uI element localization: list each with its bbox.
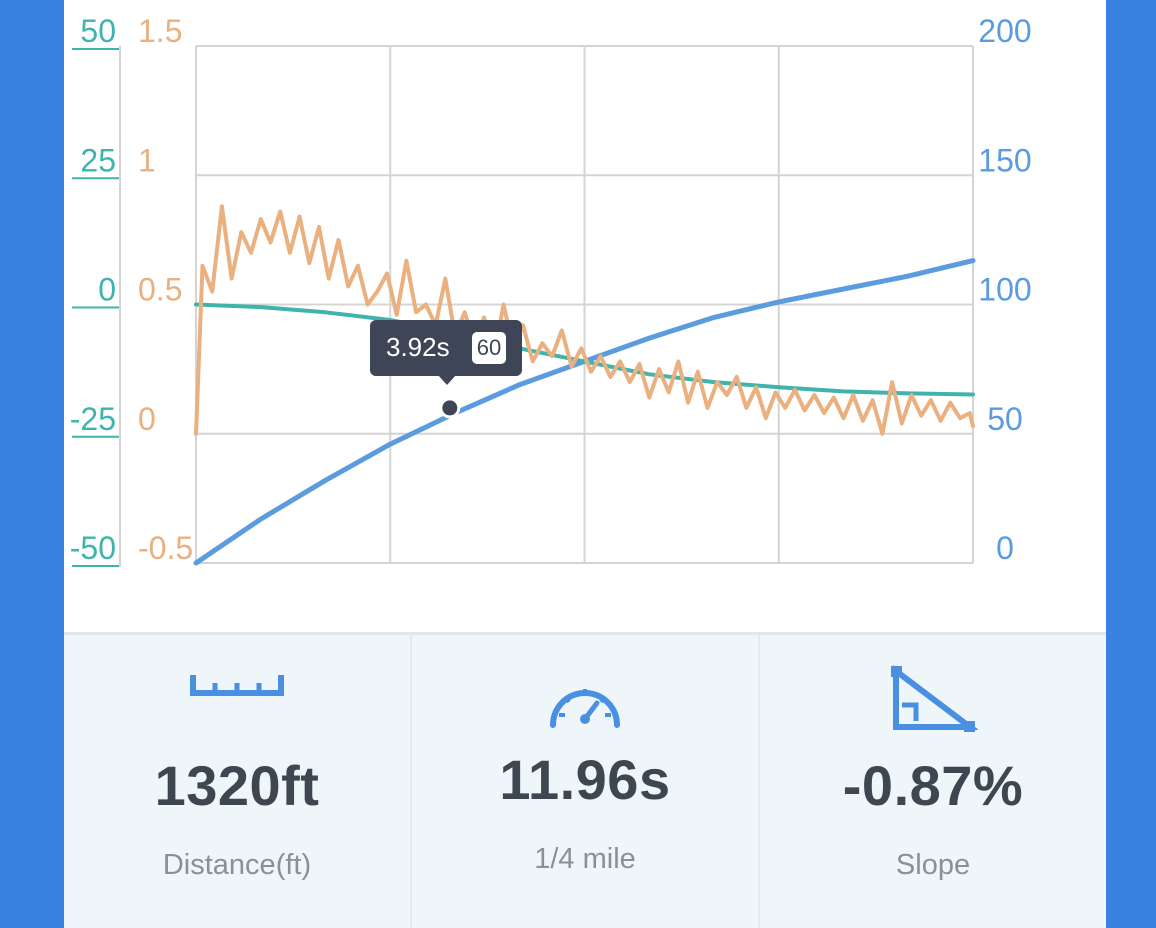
- left-axis-1-tick-label: -25: [70, 401, 116, 437]
- left-axis-2-tick-label: 1.5: [138, 13, 182, 49]
- slope-label: Slope: [895, 849, 971, 881]
- slope-triangle-icon: [888, 664, 979, 740]
- tooltip-arrow: [438, 375, 456, 385]
- distance-value: 1320ft: [154, 754, 320, 817]
- chart-area[interactable]: 50 25 0 -25 -50 1.5 1 0.5 0 -0.5 200 150 100 50 0 3.92…: [64, 0, 1106, 632]
- left-axis-1-tick-label: 25: [80, 142, 116, 178]
- tooltip-value-badge: 60: [472, 332, 506, 364]
- left-axis-2-tick-label: 0.5: [138, 272, 182, 308]
- left-axis-2-tick-label: -0.5: [138, 530, 193, 566]
- speedometer-icon: [545, 675, 625, 736]
- right-axis-tick-label: 0: [996, 530, 1014, 566]
- stat-distance[interactable]: 1320ft Distance(ft): [64, 635, 412, 928]
- quarter-mile-label: 1/4 mile: [534, 843, 636, 875]
- left-axis-1-tick-label: 0: [98, 272, 116, 308]
- chart-tooltip: 3.92s 60: [370, 320, 522, 376]
- marker-point: [439, 397, 461, 419]
- left-axis-2-tick-label: 0: [138, 401, 156, 437]
- left-axis-1-tick-label: -50: [70, 530, 116, 566]
- left-axis-2-tick-label: 1: [138, 142, 156, 178]
- right-axis-tick-label: 200: [978, 13, 1031, 49]
- slope-value: -0.87%: [842, 754, 1024, 817]
- stat-slope[interactable]: -0.87% Slope: [760, 635, 1106, 928]
- ruler-icon: [189, 671, 285, 704]
- drag-race-chart[interactable]: 50 25 0 -25 -50 1.5 1 0.5 0 -0.5 200 150 100 50 0: [64, 0, 1106, 632]
- right-axis-tick-label: 100: [978, 272, 1031, 308]
- stat-quarter-mile-time[interactable]: 11.96s 1/4 mile: [412, 635, 760, 928]
- slope-line: [194, 302, 975, 397]
- stats-bar: 1320ft Distance(ft) 11.96s 1/4 mile: [64, 632, 1106, 928]
- left-axis-1-tick-label: 50: [80, 13, 116, 49]
- right-axis-tick-label: 50: [987, 401, 1023, 437]
- tooltip-time: 3.92s: [386, 332, 450, 362]
- right-axis-tick-label: 150: [978, 142, 1031, 178]
- distance-label: Distance(ft): [162, 849, 312, 881]
- acceleration-line: [194, 204, 975, 436]
- main-panel: 50 25 0 -25 -50 1.5 1 0.5 0 -0.5 200 150 100 50 0 3.92…: [64, 0, 1106, 928]
- quarter-mile-time-value: 11.96s: [499, 748, 671, 811]
